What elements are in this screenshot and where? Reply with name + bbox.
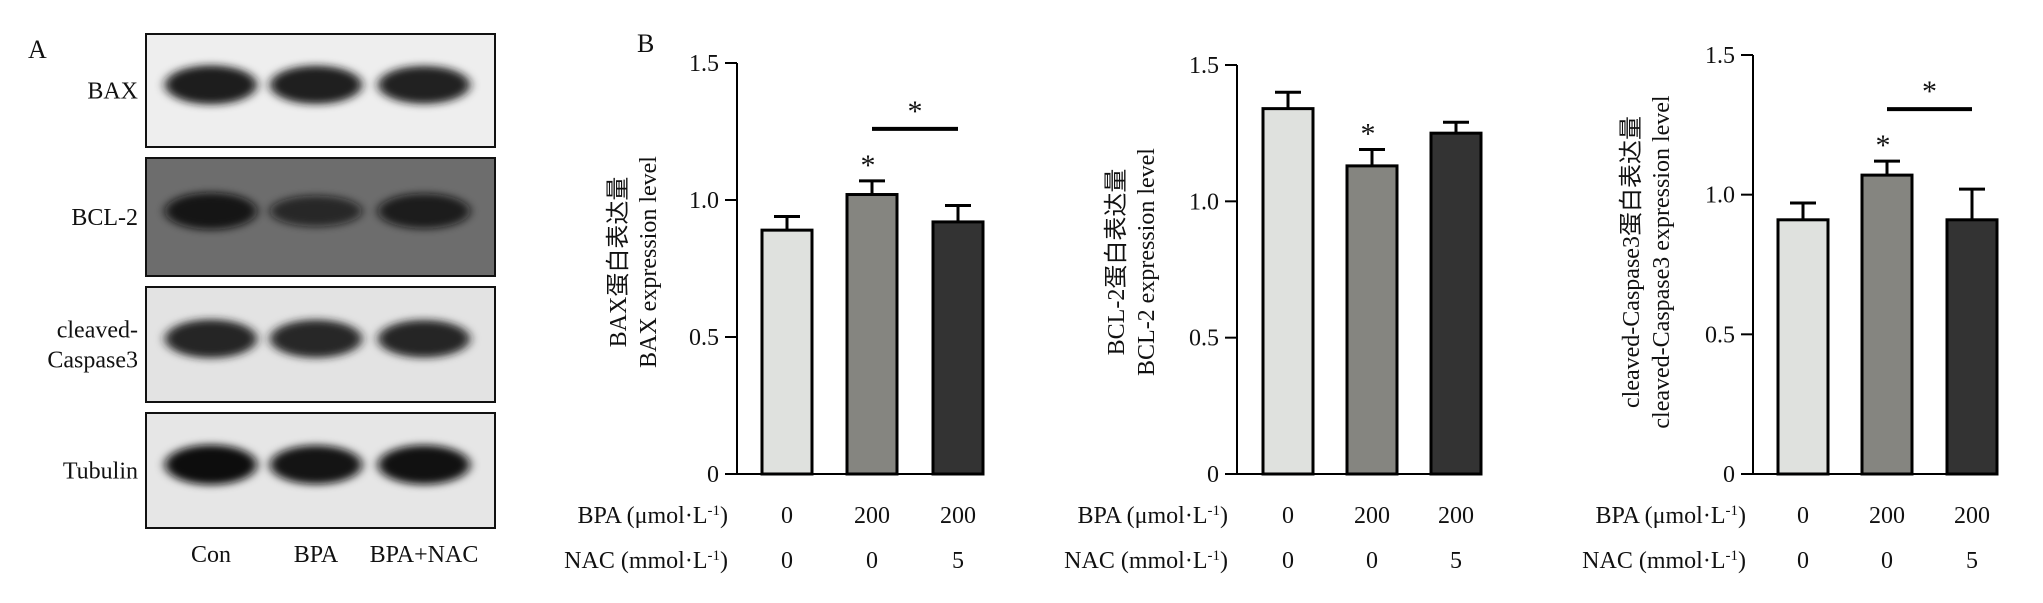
bpa-unit-text: BPA (μmol·L bbox=[1077, 503, 1207, 529]
y-tick-label: 1.5 bbox=[1705, 43, 1735, 69]
y-tick-label: 0.5 bbox=[689, 325, 719, 351]
bpa-value: 200 bbox=[1954, 503, 1990, 529]
nac-row-label: NAC (mmol·L-1) bbox=[564, 548, 728, 574]
nac-value: 5 bbox=[1450, 548, 1462, 574]
nac-value: 0 bbox=[1881, 548, 1893, 574]
significance-star: * bbox=[861, 149, 876, 182]
nac-value: 0 bbox=[1366, 548, 1378, 574]
bpa-unit-superscript: -1 bbox=[1726, 503, 1739, 519]
panel-letter-a: A bbox=[28, 35, 47, 64]
significance-star: * bbox=[1361, 118, 1376, 151]
bpa-unit-close: ) bbox=[720, 503, 728, 529]
nac-value: 5 bbox=[1966, 548, 1978, 574]
nac-row-label: NAC (mmol·L-1) bbox=[1064, 548, 1228, 574]
y-tick-label: 0.5 bbox=[1189, 326, 1219, 352]
bar bbox=[845, 193, 899, 476]
bpa-row-label: BPA (μmol·L-1) bbox=[1077, 503, 1228, 529]
bpa-unit-superscript: -1 bbox=[708, 503, 721, 519]
blot-band bbox=[270, 445, 362, 485]
bar bbox=[1860, 173, 1914, 476]
nac-value: 0 bbox=[1282, 548, 1294, 574]
nac-unit-close: ) bbox=[1220, 548, 1228, 574]
blot-band bbox=[165, 65, 257, 105]
nac-unit-close: ) bbox=[720, 548, 728, 574]
nac-unit-text: NAC (mmol·L bbox=[1064, 548, 1207, 574]
nac-value: 0 bbox=[781, 548, 793, 574]
nac-unit-text: NAC (mmol·L bbox=[1582, 548, 1725, 574]
bpa-value: 0 bbox=[781, 503, 793, 529]
y-tick-label: 0 bbox=[1207, 462, 1219, 488]
y-tick-label: 1.5 bbox=[689, 51, 719, 77]
y-tick-label: 1.0 bbox=[689, 188, 719, 214]
blot-band bbox=[378, 65, 470, 104]
blot-band bbox=[270, 195, 362, 227]
significance-star: * bbox=[1876, 129, 1891, 162]
bpa-value: 200 bbox=[854, 503, 890, 529]
blot-band bbox=[165, 444, 257, 485]
nac-value: 5 bbox=[952, 548, 964, 574]
bar bbox=[1345, 164, 1399, 476]
bpa-unit-close: ) bbox=[1738, 503, 1746, 529]
lane-label: BPA+NAC bbox=[370, 542, 479, 568]
lane-label: Con bbox=[191, 542, 231, 568]
nac-unit-superscript: -1 bbox=[1208, 548, 1221, 564]
blot-band bbox=[270, 65, 362, 105]
bpa-row-label: BPA (μmol·L-1) bbox=[1595, 503, 1746, 529]
significance-bracket-star: * bbox=[908, 95, 923, 128]
bpa-value: 200 bbox=[1354, 503, 1390, 529]
blot-label: Caspase3 bbox=[47, 348, 138, 374]
blot-band bbox=[378, 319, 470, 358]
y-tick-label: 1.5 bbox=[1189, 53, 1219, 79]
nac-row-label: NAC (mmol·L-1) bbox=[1582, 548, 1746, 574]
blot-label: Tubulin bbox=[63, 459, 138, 485]
blot-label: BCL-2 bbox=[71, 205, 138, 231]
y-axis-label: BCL-2蛋白表达量 bbox=[1103, 169, 1130, 356]
bpa-value: 0 bbox=[1282, 503, 1294, 529]
bpa-value: 200 bbox=[940, 503, 976, 529]
nac-unit-superscript: -1 bbox=[1726, 548, 1739, 564]
bar bbox=[931, 220, 985, 476]
bpa-value: 0 bbox=[1797, 503, 1809, 529]
y-tick-label: 0.5 bbox=[1705, 322, 1735, 348]
bar bbox=[1945, 218, 1999, 476]
bpa-value: 200 bbox=[1869, 503, 1905, 529]
blot-band bbox=[270, 319, 362, 358]
bar bbox=[1429, 131, 1483, 476]
y-axis-label: BAX expression level bbox=[636, 156, 662, 368]
panel-letter-b: B bbox=[637, 29, 654, 58]
significance-bracket-star: * bbox=[1922, 75, 1937, 108]
bpa-unit-text: BPA (μmol·L bbox=[1595, 503, 1725, 529]
y-tick-label: 1.0 bbox=[1705, 183, 1735, 209]
y-axis-label: BAX蛋白表达量 bbox=[605, 177, 632, 348]
y-axis-label: cleaved-Caspase3 expression level bbox=[1649, 95, 1675, 429]
nac-unit-close: ) bbox=[1738, 548, 1746, 574]
bar bbox=[1776, 218, 1830, 476]
bpa-unit-close: ) bbox=[1220, 503, 1228, 529]
bar bbox=[760, 228, 814, 476]
y-tick-label: 0 bbox=[707, 462, 719, 488]
blot-band bbox=[165, 319, 257, 358]
nac-unit-text: NAC (mmol·L bbox=[564, 548, 707, 574]
nac-value: 0 bbox=[1797, 548, 1809, 574]
nac-value: 0 bbox=[866, 548, 878, 574]
bpa-row-label: BPA (μmol·L-1) bbox=[577, 503, 728, 529]
y-axis-label: cleaved-Caspase3蛋白表达量 bbox=[1618, 116, 1645, 408]
y-axis-label: BCL-2 expression level bbox=[1134, 148, 1160, 376]
blot-band bbox=[378, 445, 470, 485]
blot-label: BAX bbox=[87, 79, 138, 105]
nac-unit-superscript: -1 bbox=[708, 548, 721, 564]
bpa-unit-superscript: -1 bbox=[1208, 503, 1221, 519]
lane-label: BPA bbox=[294, 542, 339, 568]
y-tick-label: 1.0 bbox=[1189, 189, 1219, 215]
blot-band bbox=[165, 192, 257, 230]
blot-label: cleaved- bbox=[57, 318, 138, 344]
y-tick-label: 0 bbox=[1723, 462, 1735, 488]
bpa-value: 200 bbox=[1438, 503, 1474, 529]
blot-band bbox=[378, 193, 470, 229]
bpa-unit-text: BPA (μmol·L bbox=[577, 503, 707, 529]
